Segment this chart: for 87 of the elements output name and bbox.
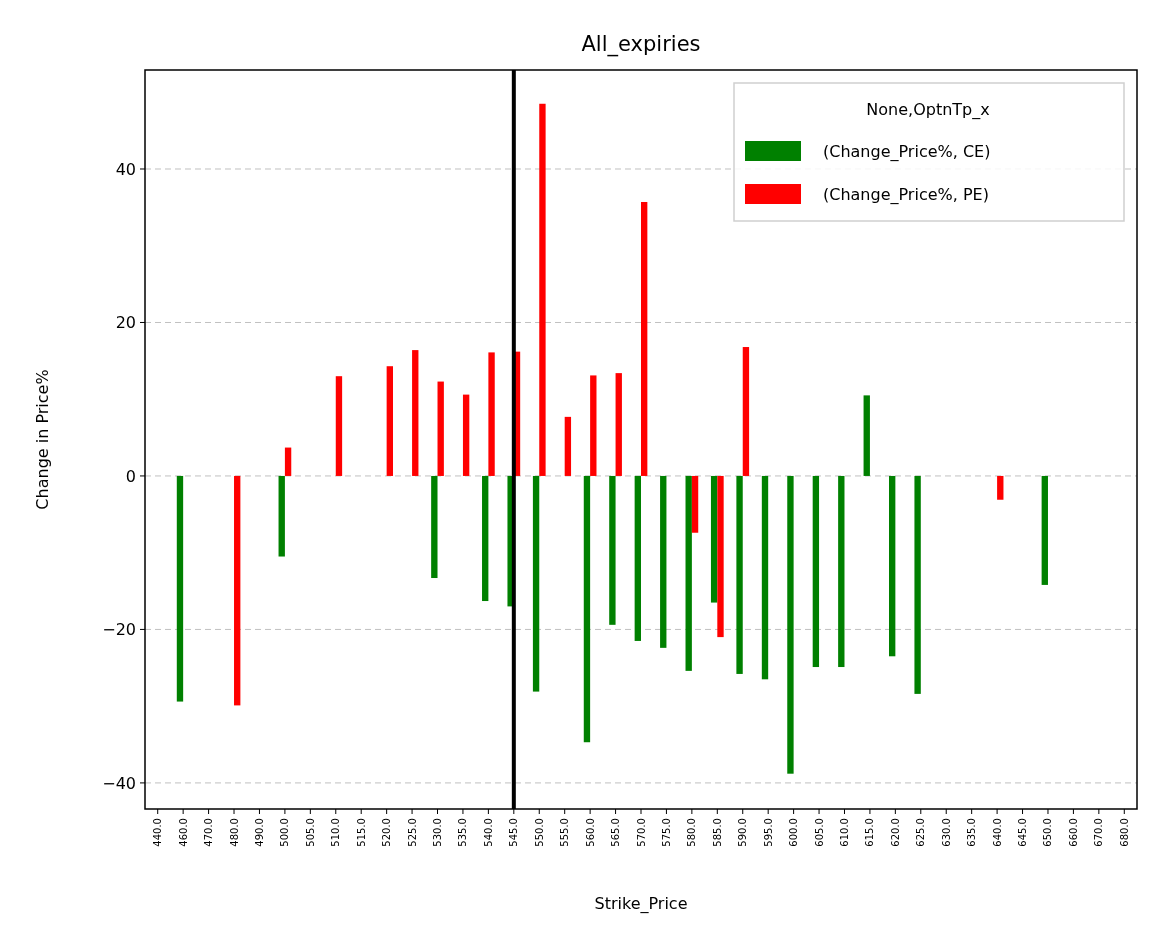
bar	[685, 475, 692, 671]
bar	[615, 373, 622, 476]
x-tick-label: 520.0	[381, 818, 393, 847]
x-tick-label: 625.0	[915, 818, 927, 847]
x-tick-label: 505.0	[304, 818, 316, 847]
bar	[889, 475, 896, 657]
bar	[462, 394, 470, 476]
bar	[1041, 475, 1048, 585]
bar	[176, 475, 184, 702]
bar	[634, 475, 641, 641]
bar	[386, 366, 393, 476]
bar	[431, 475, 438, 579]
bar	[660, 475, 667, 648]
bar	[234, 475, 241, 706]
bar	[609, 475, 616, 625]
bar	[641, 201, 648, 476]
bar	[761, 475, 769, 680]
legend-title: None,OptnTp_x	[866, 100, 990, 120]
bar	[997, 475, 1004, 500]
bar	[710, 475, 718, 603]
x-tick-label: 460.0	[177, 818, 189, 847]
x-tick-label: 615.0	[864, 818, 876, 847]
bar	[787, 475, 794, 774]
x-tick-label: 575.0	[660, 818, 672, 847]
x-tick-label: 560.0	[584, 818, 596, 847]
x-tick-label: 470.0	[203, 818, 215, 847]
x-tick-label: 635.0	[966, 818, 978, 847]
x-tick-label: 535.0	[457, 818, 469, 847]
x-tick-label: 550.0	[533, 818, 545, 847]
bar	[564, 416, 572, 476]
x-tick-label: 680.0	[1118, 818, 1130, 847]
bar	[838, 475, 845, 668]
x-tick-label: 630.0	[940, 818, 952, 847]
bar	[590, 375, 597, 476]
y-tick-label: −20	[102, 620, 136, 640]
bar	[539, 103, 546, 476]
bar	[914, 475, 921, 694]
x-tick-label: 645.0	[1017, 818, 1029, 847]
bar	[532, 475, 540, 692]
x-tick-label: 440.0	[152, 818, 164, 847]
x-tick-label: 480.0	[228, 818, 240, 847]
bar	[736, 475, 743, 674]
x-tick-label: 580.0	[686, 818, 698, 847]
y-tick-label: −40	[102, 773, 136, 793]
x-tick-label: 490.0	[253, 818, 265, 847]
bar	[278, 475, 285, 557]
bar	[742, 347, 750, 476]
x-tick-label: 570.0	[635, 818, 647, 847]
x-tick-label: 595.0	[762, 818, 774, 847]
bar	[488, 352, 495, 476]
x-tick-label: 590.0	[737, 818, 749, 847]
bar	[437, 381, 444, 476]
x-tick-label: 545.0	[508, 818, 520, 847]
bar	[863, 395, 870, 476]
bar	[335, 376, 343, 476]
x-tick-label: 620.0	[889, 818, 901, 847]
x-tick-label: 640.0	[991, 818, 1003, 847]
x-tick-label: 600.0	[788, 818, 800, 847]
y-tick-label: 20	[115, 313, 136, 333]
y-tick-label: 0	[125, 466, 136, 486]
bar	[284, 447, 292, 476]
x-tick-label: 510.0	[330, 818, 342, 847]
x-tick-label: 585.0	[711, 818, 723, 847]
bar	[691, 475, 699, 533]
x-tick-label: 500.0	[279, 818, 291, 847]
x-tick-label: 670.0	[1093, 818, 1105, 847]
x-axis-title: Strike_Price	[594, 894, 688, 914]
x-tick-label: 525.0	[406, 818, 418, 847]
x-tick-label: 610.0	[838, 818, 850, 847]
x-tick-label: 515.0	[355, 818, 367, 847]
bar	[412, 350, 419, 476]
x-tick-label: 530.0	[432, 818, 444, 847]
x-tick-label: 555.0	[559, 818, 571, 847]
x-tick-label: 540.0	[482, 818, 494, 847]
bar	[717, 475, 724, 638]
x-tick-label: 565.0	[610, 818, 622, 847]
legend-label: (Change_Price%, PE)	[823, 184, 989, 205]
x-tick-label: 660.0	[1067, 818, 1079, 847]
x-tick-label: 605.0	[813, 818, 825, 847]
y-tick-label: 40	[115, 159, 136, 179]
bar	[482, 475, 489, 602]
legend-label: (Change_Price%, CE)	[823, 141, 991, 162]
bar	[583, 475, 591, 743]
chart-title: All_expiries	[581, 32, 701, 57]
bar	[812, 475, 820, 668]
x-tick-label: 650.0	[1042, 818, 1054, 847]
y-axis-title: Change in Price%	[33, 369, 52, 510]
